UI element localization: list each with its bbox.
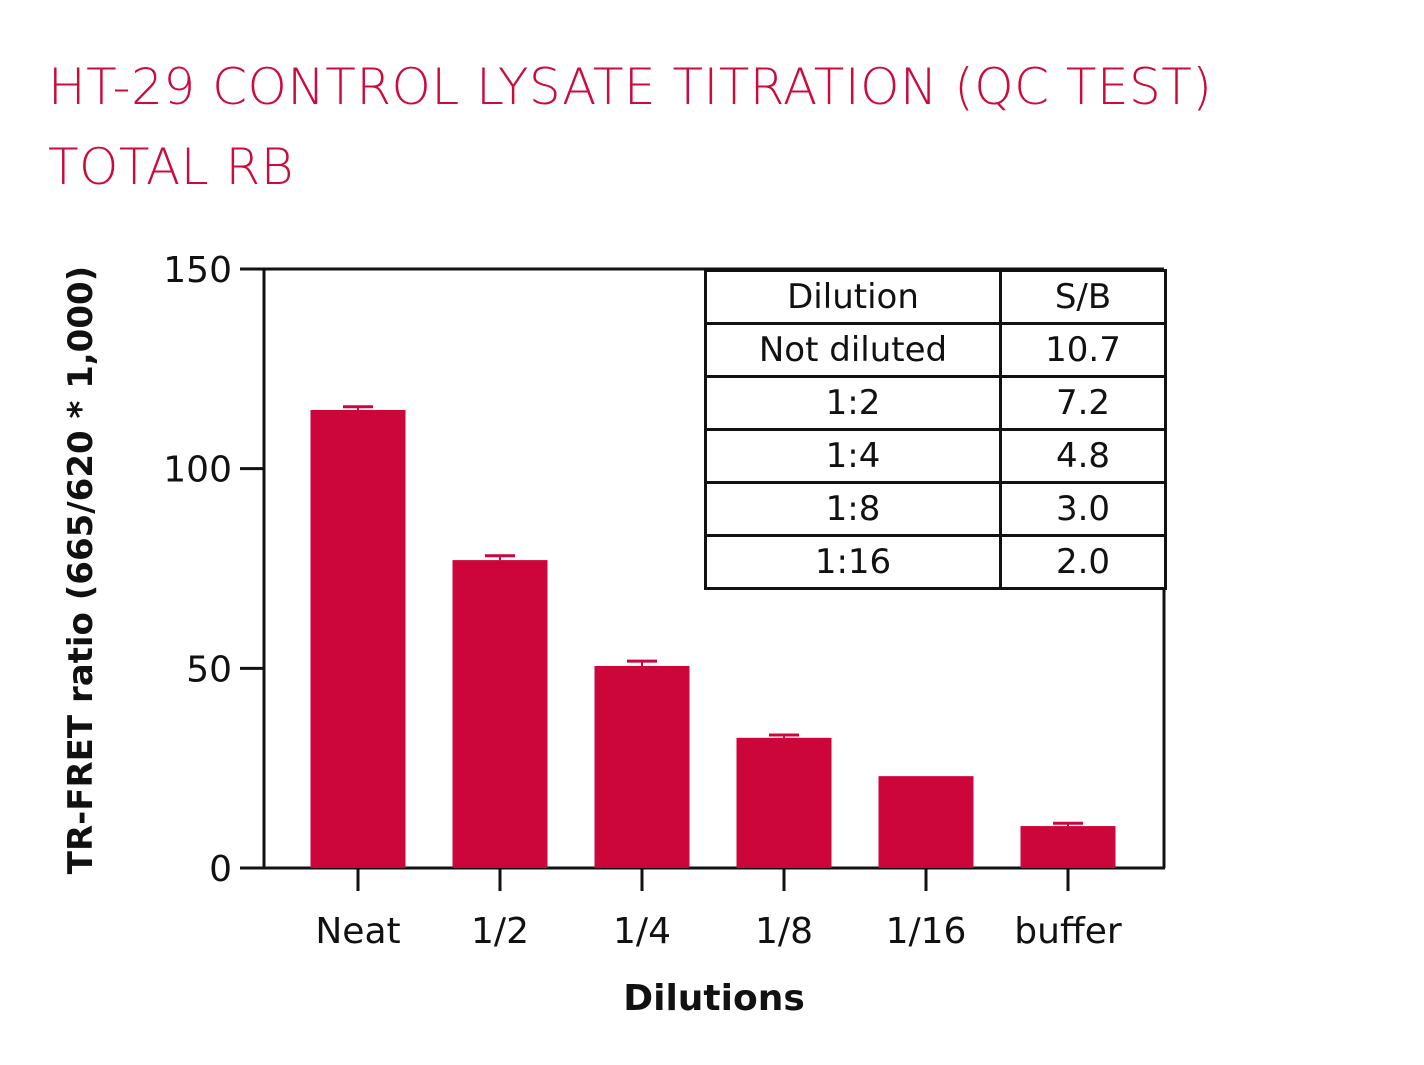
table-row: 1:2 7.2 xyxy=(704,375,1167,431)
chart-title-line-2: TOTAL RB xyxy=(48,138,294,196)
table-cell: 1:8 xyxy=(704,481,1002,537)
bar-1-16 xyxy=(878,776,974,868)
y-axis-title: TR-FRET ratio (665/620 * 1,000) xyxy=(61,266,101,874)
table-cell: 1:2 xyxy=(704,375,1002,431)
y-tick-label: 50 xyxy=(186,649,232,690)
table-row: 1:4 4.8 xyxy=(704,428,1167,484)
table-cell: 7.2 xyxy=(999,375,1167,431)
table-row: 1:16 2.0 xyxy=(704,534,1167,590)
y-tick-label: 100 xyxy=(163,450,232,491)
table-header-dilution: Dilution xyxy=(704,269,1002,325)
y-tick-label: 150 xyxy=(163,250,232,291)
table-cell: 1:4 xyxy=(704,428,1002,484)
x-tick-label: 1/8 xyxy=(755,911,813,952)
chart-title-line-1: HT-29 CONTROL LYSATE TITRATION (QC TEST) xyxy=(48,58,1213,116)
x-tick-label: 1/4 xyxy=(613,911,671,952)
bar-1-4 xyxy=(594,665,690,868)
x-tick-label: 1/16 xyxy=(886,911,967,952)
table-header-sb: S/B xyxy=(999,269,1167,325)
x-tick-label: Neat xyxy=(315,911,400,952)
table-header-row: Dilution S/B xyxy=(704,269,1167,325)
table-row: Not diluted 10.7 xyxy=(704,322,1167,378)
bar-Neat xyxy=(310,409,406,868)
x-tick-label: 1/2 xyxy=(471,911,529,952)
x-tick-label: buffer xyxy=(1014,911,1122,952)
bar-1-8 xyxy=(736,737,832,868)
table-cell: 3.0 xyxy=(999,481,1167,537)
table-cell: 4.8 xyxy=(999,428,1167,484)
table-row: 1:8 3.0 xyxy=(704,481,1167,537)
table-cell: 10.7 xyxy=(999,322,1167,378)
bar-buffer xyxy=(1020,826,1116,868)
table-cell: Not diluted xyxy=(704,322,1002,378)
x-axis-title: Dilutions xyxy=(623,978,805,1019)
bar-1-2 xyxy=(452,560,548,868)
sb-table: Dilution S/B Not diluted 10.7 1:2 7.2 1:4 4… xyxy=(704,269,1167,590)
table-cell: 2.0 xyxy=(999,534,1167,590)
table-cell: 1:16 xyxy=(704,534,1002,590)
y-tick-label: 0 xyxy=(209,849,232,890)
